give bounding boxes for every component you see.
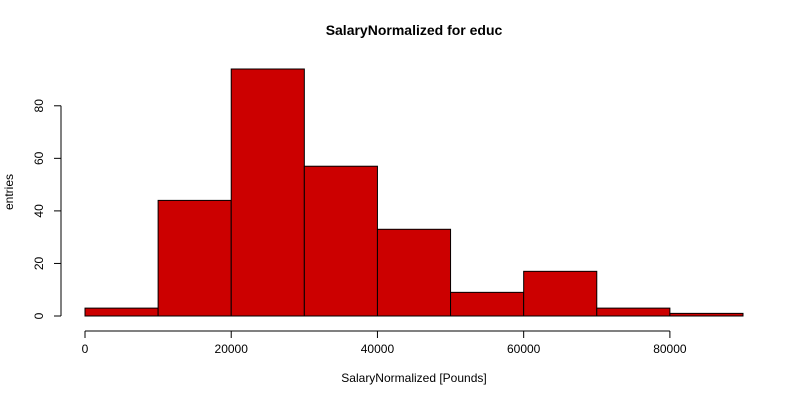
histogram-bar xyxy=(450,291,525,317)
y-axis: 0 20 40 60 80 xyxy=(32,99,62,319)
histogram-bar xyxy=(376,228,452,317)
histogram-bar xyxy=(230,68,305,317)
histogram-bar xyxy=(303,165,378,317)
x-axis-label: SalaryNormalized [Pounds] xyxy=(341,371,486,385)
x-axis: 0 20000 40000 60000 80000 xyxy=(82,330,687,356)
chart-title: SalaryNormalized for educ xyxy=(326,22,503,38)
x-tick-label: 60000 xyxy=(507,342,541,356)
x-tick-label: 40000 xyxy=(361,342,395,356)
histogram-bar xyxy=(596,307,671,317)
y-tick-label: 0 xyxy=(32,312,46,319)
bars-group xyxy=(84,68,744,317)
x-tick-label: 20000 xyxy=(215,342,249,356)
histogram-bar xyxy=(669,312,744,317)
y-tick-label: 80 xyxy=(32,99,46,113)
x-tick-label: 0 xyxy=(82,342,89,356)
y-tick-label: 20 xyxy=(32,256,46,270)
histogram-bar xyxy=(84,307,159,317)
histogram-bar xyxy=(157,199,232,317)
histogram-bar xyxy=(523,270,598,317)
y-axis-label: entries xyxy=(2,174,16,210)
y-tick-label: 60 xyxy=(32,151,46,165)
x-tick-label: 80000 xyxy=(653,342,687,356)
y-tick-label: 40 xyxy=(32,204,46,218)
